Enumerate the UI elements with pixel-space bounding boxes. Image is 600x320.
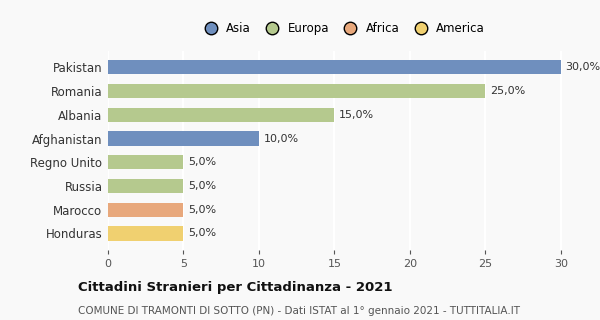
Text: 5,0%: 5,0% (188, 181, 216, 191)
Text: 15,0%: 15,0% (339, 110, 374, 120)
Bar (108, 155, 184, 169)
Text: 10,0%: 10,0% (263, 133, 299, 144)
Text: 5,0%: 5,0% (188, 157, 216, 167)
Text: COMUNE DI TRAMONTI DI SOTTO (PN) - Dati ISTAT al 1° gennaio 2021 - TUTTITALIA.IT: COMUNE DI TRAMONTI DI SOTTO (PN) - Dati … (78, 306, 520, 316)
Legend: Asia, Europa, Africa, America: Asia, Europa, Africa, America (194, 17, 490, 40)
Bar (108, 84, 485, 98)
Bar (108, 226, 184, 241)
Bar (108, 60, 561, 75)
Text: 5,0%: 5,0% (188, 205, 216, 215)
Text: 5,0%: 5,0% (188, 228, 216, 238)
Bar (108, 179, 184, 193)
Bar (108, 132, 259, 146)
Text: Cittadini Stranieri per Cittadinanza - 2021: Cittadini Stranieri per Cittadinanza - 2… (78, 281, 392, 294)
Text: 25,0%: 25,0% (490, 86, 525, 96)
Bar (108, 203, 184, 217)
Text: 30,0%: 30,0% (565, 62, 600, 72)
Bar (108, 108, 334, 122)
